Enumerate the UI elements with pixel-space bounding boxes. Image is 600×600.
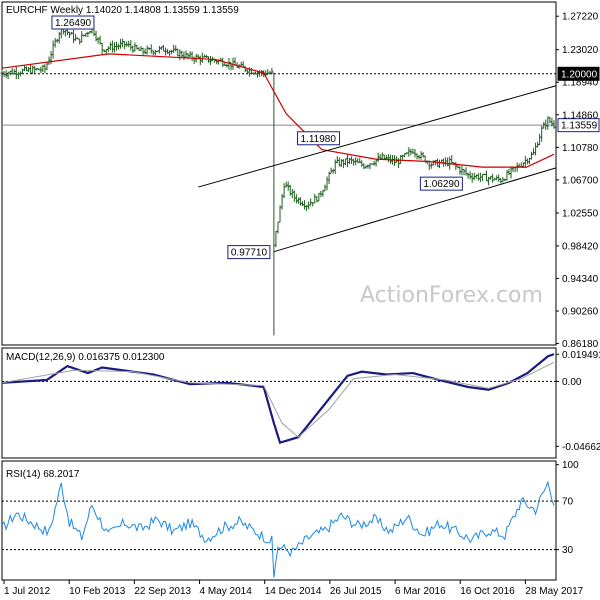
- y-tick-label: 1.10780: [562, 143, 599, 154]
- x-tick-label: 6 Mar 2016: [395, 586, 446, 597]
- macd-signal-line: [1, 361, 555, 438]
- price-label-box: [51, 15, 95, 30]
- pane-frame-2: [1, 460, 557, 581]
- y-tick-label: 0.019491: [562, 350, 600, 361]
- price-label: 0.97710: [231, 248, 268, 259]
- price-label-box: [297, 131, 341, 146]
- y-tick-label: 70: [562, 497, 574, 508]
- price-label-box: [419, 176, 463, 191]
- y-tick-label: 1.02550: [562, 208, 599, 219]
- y-tick-label: 1.23020: [562, 45, 599, 56]
- y-tick-label: 0.94340: [562, 274, 599, 285]
- y-tick-label: 0.90260: [562, 307, 599, 318]
- price-label-box: [557, 118, 600, 133]
- x-tick-label: 1 Jul 2012: [4, 586, 51, 597]
- y-tick-label: 1.14860: [562, 110, 599, 121]
- y-tick-label: 0.00: [562, 377, 582, 388]
- price-label: 1.06290: [423, 179, 460, 190]
- watermark: ActionForex.com: [360, 283, 543, 308]
- rsi-line: [1, 480, 555, 578]
- x-tick-label: 26 Jul 2015: [330, 586, 382, 597]
- y-tick-label: 0.86180: [562, 339, 599, 350]
- channel-line-upper: [198, 85, 557, 188]
- price-label: 1.13559: [561, 121, 598, 132]
- price-label-box: [557, 66, 600, 81]
- y-tick-label: 1.06700: [562, 175, 599, 186]
- moving-average-line: [1, 53, 555, 168]
- y-tick-label: 0.98420: [562, 241, 599, 252]
- macd-title: MACD(12,26,9) 0.016375 0.012300: [6, 352, 165, 363]
- y-tick-label: 100: [562, 460, 579, 471]
- x-tick-label: 14 Dec 2014: [265, 586, 322, 597]
- y-tick-label: 30: [562, 545, 574, 556]
- y-tick-label: 1.27220: [562, 12, 599, 23]
- x-tick-label: 4 May 2014: [200, 586, 253, 597]
- channel-line-lower: [273, 167, 557, 253]
- price-label-box: [227, 245, 271, 260]
- price-label: 1.11980: [301, 134, 337, 145]
- rsi-title: RSI(14) 68.2017: [6, 469, 80, 480]
- x-tick-label: 22 Sep 2013: [134, 586, 191, 597]
- y-tick-label: 1.18940: [562, 78, 599, 89]
- x-tick-label: 10 Feb 2013: [69, 586, 126, 597]
- x-tick-label: 28 May 2017: [525, 586, 583, 597]
- x-tick-label: 16 Oct 2016: [460, 586, 515, 597]
- main-chart-title: EURCHF Weekly 1.14020 1.14808 1.13559 1.…: [6, 5, 239, 16]
- price-label: 1.26490: [55, 18, 92, 29]
- price-label: 1.20000: [561, 69, 598, 80]
